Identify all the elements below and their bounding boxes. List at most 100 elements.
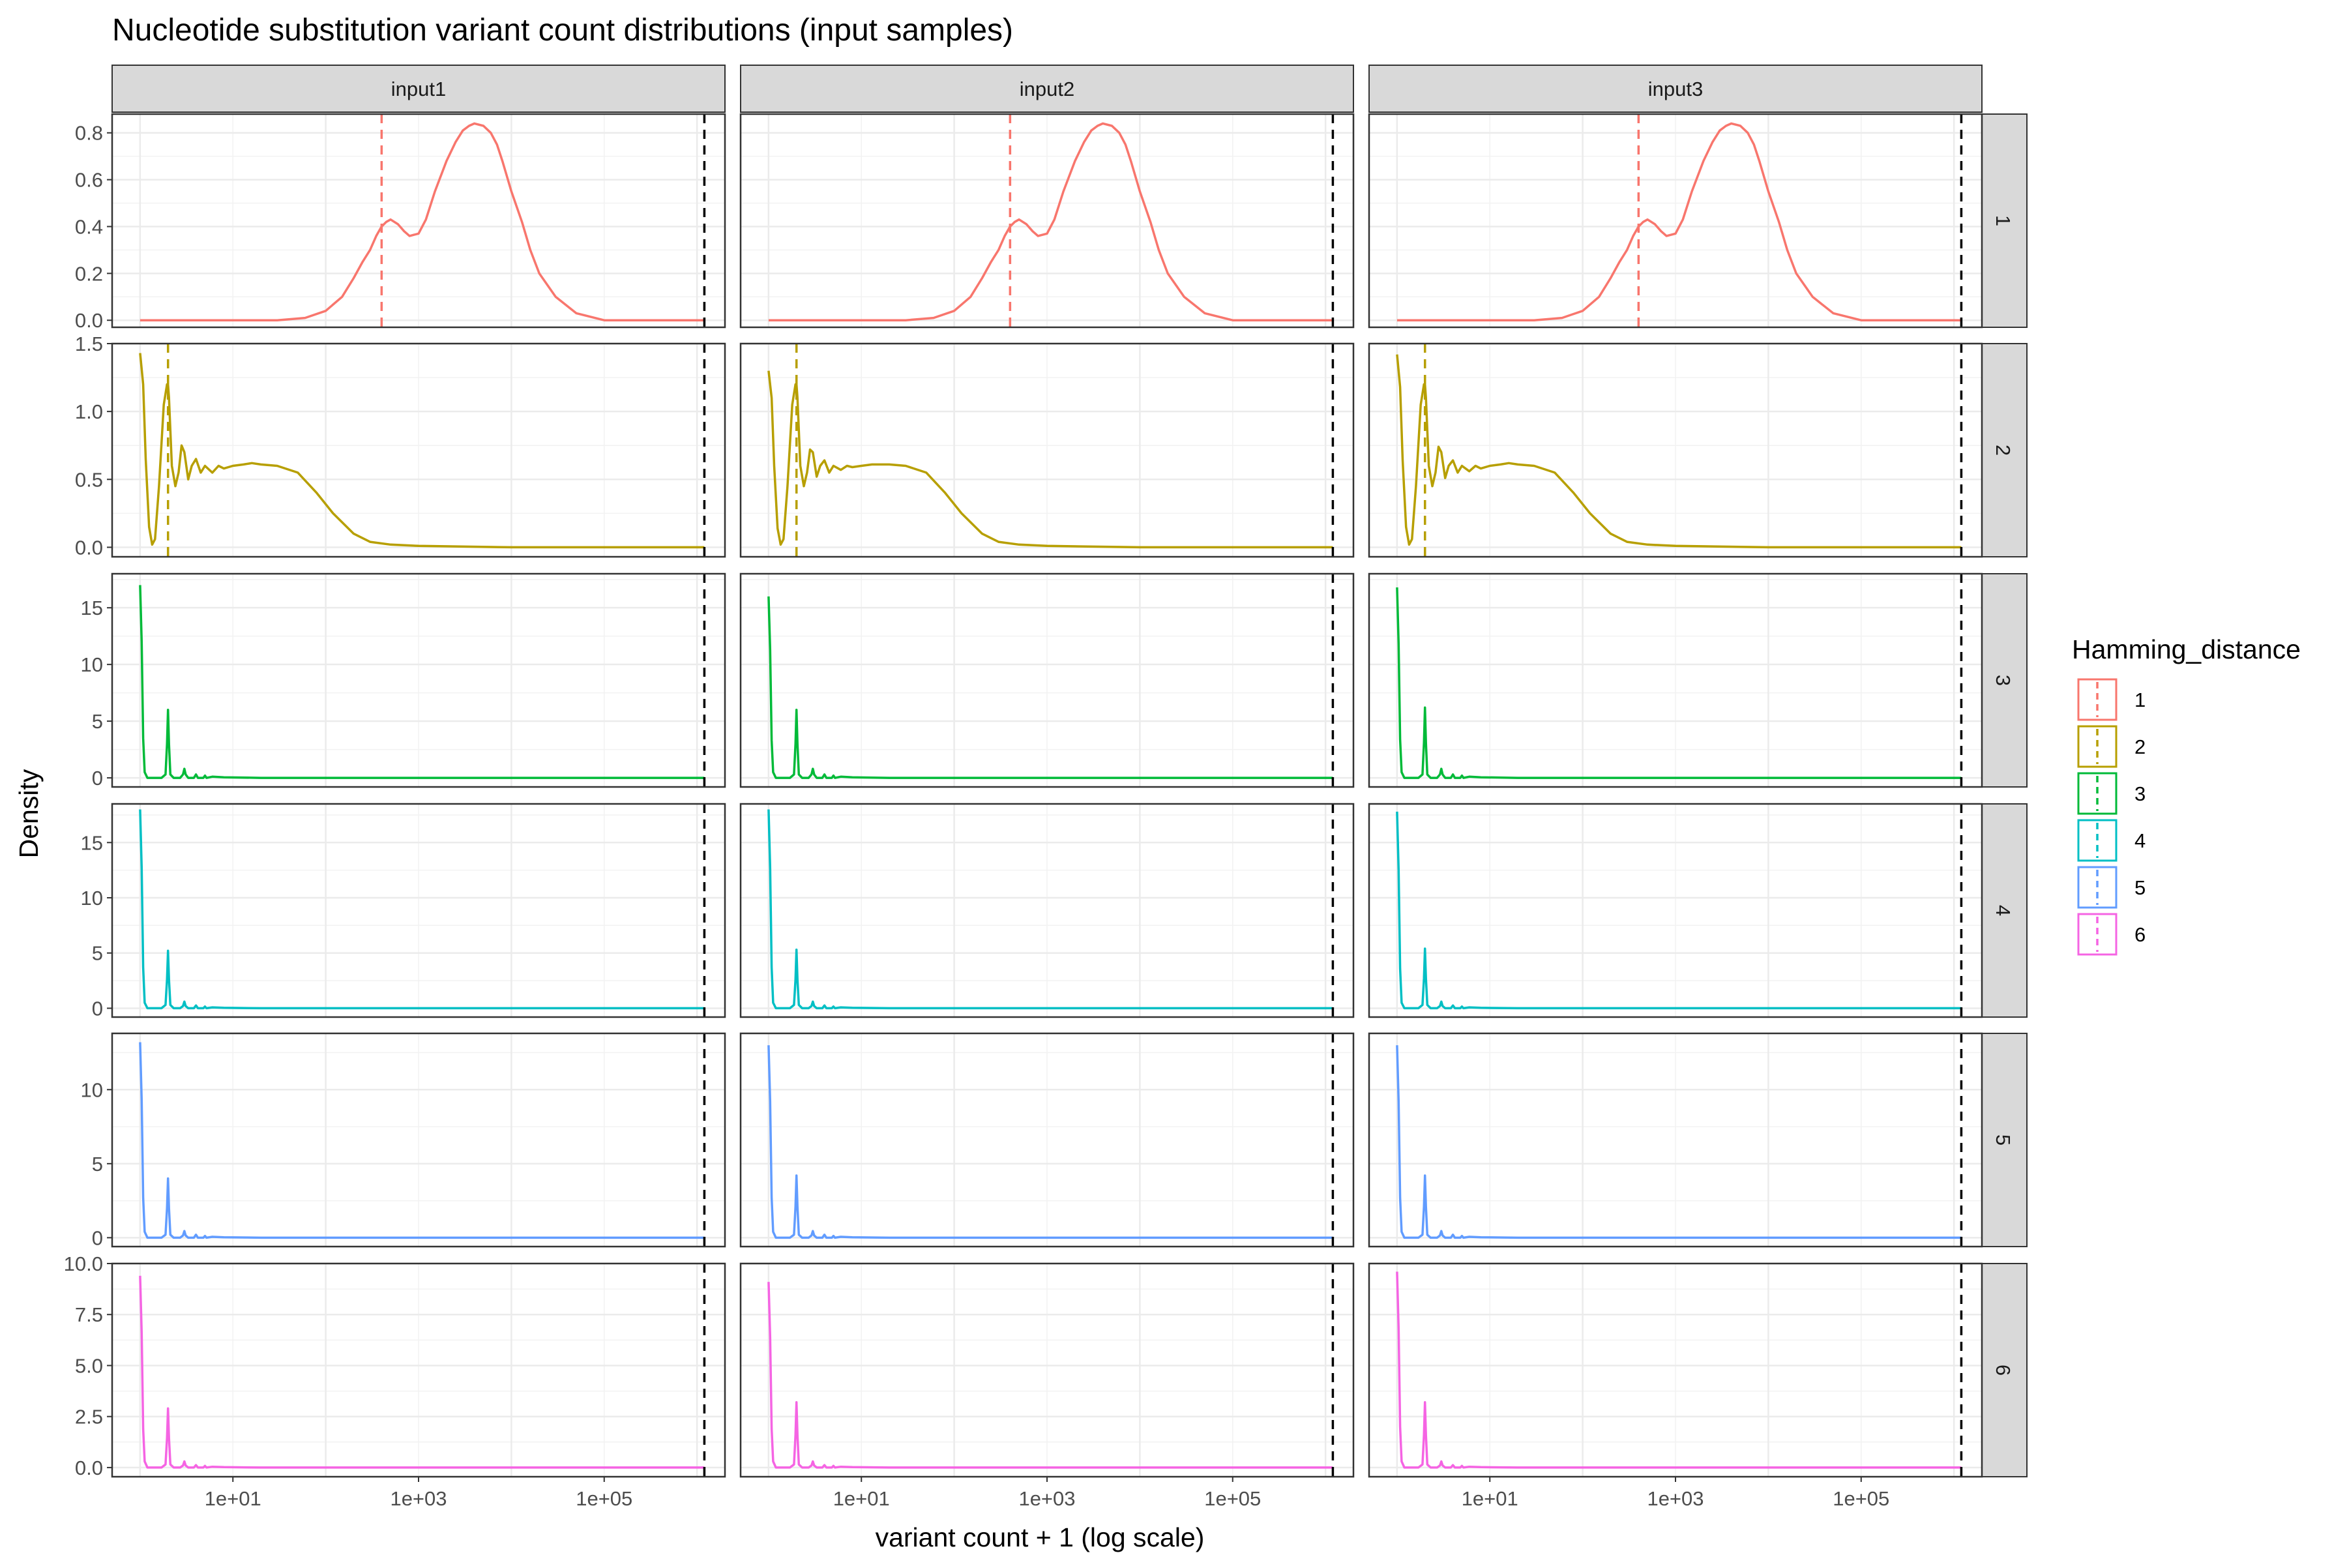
strip-row-3: 3: [1979, 573, 2028, 788]
panel-border: [111, 342, 726, 558]
y-tick-label: 10.0: [64, 1252, 103, 1275]
density-line-input1-hd2: [139, 353, 705, 549]
strip-row-4: 4: [1979, 803, 2028, 1018]
panel-input3-4: [1368, 803, 1983, 1018]
panel-input1-3: [111, 572, 726, 788]
panel-input2-4: [739, 803, 1355, 1018]
density-line-input2-hd3: [767, 596, 1333, 779]
x-axis-title: variant count + 1 (log scale): [876, 1522, 1205, 1552]
y-tick-label: 0.5: [75, 468, 103, 491]
y-tick-label: 15: [81, 831, 103, 854]
y-tick-label: 0.6: [75, 169, 103, 192]
density-line-input3-hd5: [1396, 1045, 1962, 1239]
y-tick-label: 0.0: [75, 536, 103, 559]
panel-border: [111, 803, 726, 1018]
strip-row-1: 1: [1979, 113, 2028, 328]
legend-label: 6: [2134, 923, 2146, 946]
panel-border: [1368, 572, 1983, 788]
strip-background: [1368, 65, 1983, 113]
density-line-input2-hd5: [767, 1045, 1333, 1239]
panel-border: [111, 113, 726, 329]
panel-input3-3: [1368, 572, 1983, 788]
y-tick-label: 2.5: [75, 1406, 103, 1428]
panel-border: [1368, 1032, 1983, 1248]
density-line-input3-hd3: [1396, 587, 1962, 779]
panel-input1-2: [111, 342, 726, 558]
y-tick-label: 0.0: [75, 309, 103, 332]
density-line-input2-hd2: [767, 370, 1333, 549]
y-tick-label: 0.4: [75, 215, 103, 238]
panel-border: [739, 803, 1355, 1018]
x-tick-label: 1e+01: [205, 1487, 261, 1510]
legend-item-1: 1: [2077, 678, 2146, 721]
strip-label: input3: [1648, 78, 1703, 100]
density-line-input3-hd1: [1396, 122, 1962, 321]
strip-label: 3: [1992, 675, 2015, 686]
density-line-input1-hd4: [139, 809, 705, 1010]
density-line-input2-hd6: [767, 1282, 1333, 1469]
x-tick-label: 1e+03: [1018, 1487, 1075, 1510]
y-tick-label: 10: [81, 653, 103, 676]
panel-border: [739, 1032, 1355, 1248]
x-tick-label: 1e+05: [1204, 1487, 1261, 1510]
panel-border: [1368, 342, 1983, 558]
y-tick-label: 7.5: [75, 1303, 103, 1326]
strip-input2: input2: [740, 65, 1354, 113]
legend-label: 1: [2134, 688, 2146, 711]
panel-border: [1368, 803, 1983, 1018]
density-line-input2-hd4: [767, 809, 1333, 1010]
panel-border: [111, 572, 726, 788]
y-tick-label: 5: [92, 1153, 103, 1176]
panel-input3-6: [1368, 1262, 1983, 1478]
panel-border: [1368, 113, 1983, 329]
density-line-input3-hd2: [1396, 354, 1962, 549]
panel-input1-4: [111, 803, 726, 1018]
legend-item-2: 2: [2077, 725, 2146, 768]
panel-input2-6: [739, 1262, 1355, 1478]
legend-label: 4: [2134, 829, 2146, 852]
strip-row-6: 6: [1979, 1263, 2028, 1477]
panel-input1-1: [111, 113, 726, 329]
x-tick-label: 1e+05: [576, 1487, 632, 1510]
legend-item-6: 6: [2077, 913, 2146, 956]
strip-label: input2: [1020, 78, 1074, 100]
x-tick-label: 1e+01: [1462, 1487, 1518, 1510]
density-line-input3-hd6: [1396, 1271, 1962, 1469]
y-tick-label: 0: [92, 997, 103, 1020]
y-tick-label: 1.0: [75, 400, 103, 423]
y-axis-title: Density: [14, 769, 44, 858]
y-tick-label: 5.0: [75, 1354, 103, 1377]
panel-input1-6: [111, 1262, 726, 1478]
legend-label: 2: [2134, 735, 2146, 758]
strip-label: input1: [391, 78, 446, 100]
panel-border: [739, 342, 1355, 558]
strip-background: [1979, 1263, 2028, 1477]
panel-input3-2: [1368, 342, 1983, 558]
strip-label: 6: [1992, 1365, 2015, 1376]
legend-title: Hamming_distance: [2072, 634, 2301, 664]
y-tick-label: 5: [92, 710, 103, 733]
legend-label: 5: [2134, 876, 2146, 899]
strip-background: [1979, 573, 2028, 788]
strip-label: 5: [1992, 1134, 2015, 1146]
strip-background: [1979, 1033, 2028, 1247]
y-tick-label: 15: [81, 597, 103, 619]
strip-background: [1979, 343, 2028, 557]
density-line-input1-hd6: [139, 1275, 705, 1469]
y-tick-label: 0.2: [75, 262, 103, 285]
legend-item-4: 4: [2077, 819, 2146, 862]
strip-label: 1: [1992, 215, 2015, 226]
x-tick-label: 1e+01: [833, 1487, 890, 1510]
density-line-input1-hd5: [139, 1042, 705, 1239]
y-tick-label: 10: [81, 887, 103, 910]
strip-background: [111, 65, 726, 113]
density-line-input2-hd1: [768, 122, 1333, 321]
strip-row-2: 2: [1979, 343, 2028, 557]
panel-input3-1: [1368, 113, 1983, 329]
y-tick-label: 0: [92, 767, 103, 790]
panel-input1-5: [111, 1032, 726, 1248]
strip-input1: input1: [111, 65, 726, 113]
legend-item-3: 3: [2077, 772, 2146, 815]
strip-row-5: 5: [1979, 1033, 2028, 1247]
